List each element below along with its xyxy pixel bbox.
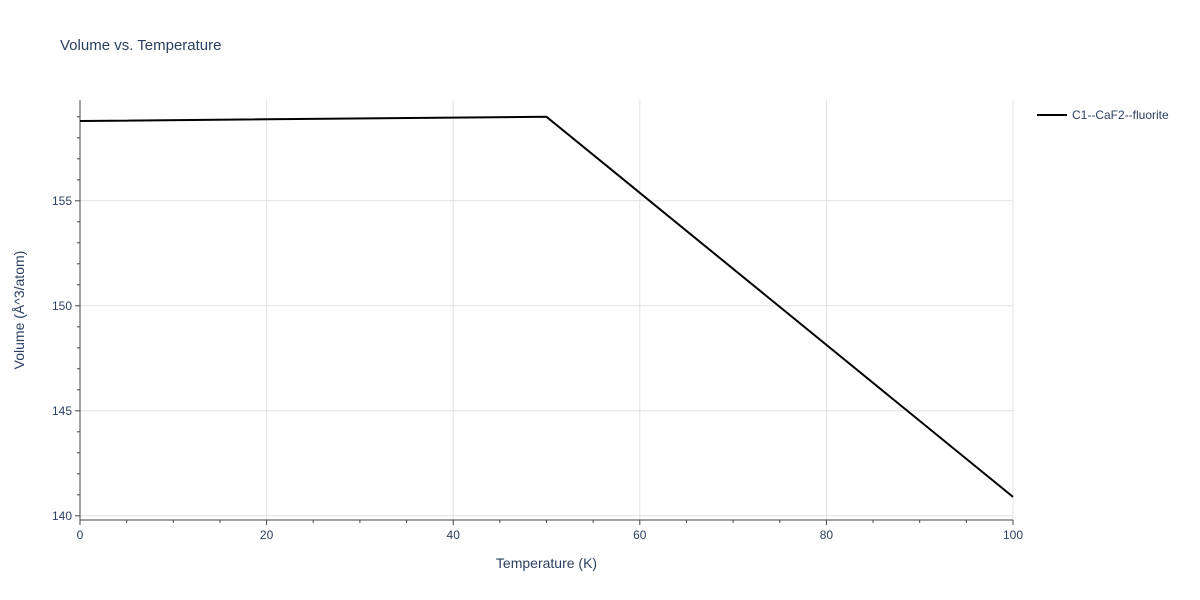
x-tick-label: 100 (1003, 528, 1023, 542)
x-axis-title: Temperature (K) (496, 555, 597, 571)
legend[interactable]: C1--CaF2--fluorite (1037, 108, 1169, 122)
y-axis-title: Volume (Å^3/atom) (11, 251, 27, 370)
x-tick-label: 60 (633, 528, 647, 542)
x-tick-label: 20 (260, 528, 274, 542)
y-tick-label: 145 (52, 404, 72, 418)
chart-title: Volume vs. Temperature (60, 37, 221, 54)
grid-lines (80, 100, 1014, 520)
x-tick-label: 80 (820, 528, 834, 542)
x-tick-label: 40 (447, 528, 461, 542)
y-tick-label: 155 (52, 194, 72, 208)
series-layer (79, 115, 1014, 498)
y-tick-label: 140 (52, 509, 72, 523)
legend-item[interactable]: C1--CaF2--fluorite (1037, 108, 1169, 122)
y-tick-label: 150 (52, 299, 72, 313)
legend-label: C1--CaF2--fluorite (1072, 108, 1169, 122)
series-line[interactable] (79, 115, 1014, 498)
axes: 0 20 40 60 80 100 140 145 150 155 (52, 100, 1023, 542)
x-tick-label: 0 (77, 528, 84, 542)
